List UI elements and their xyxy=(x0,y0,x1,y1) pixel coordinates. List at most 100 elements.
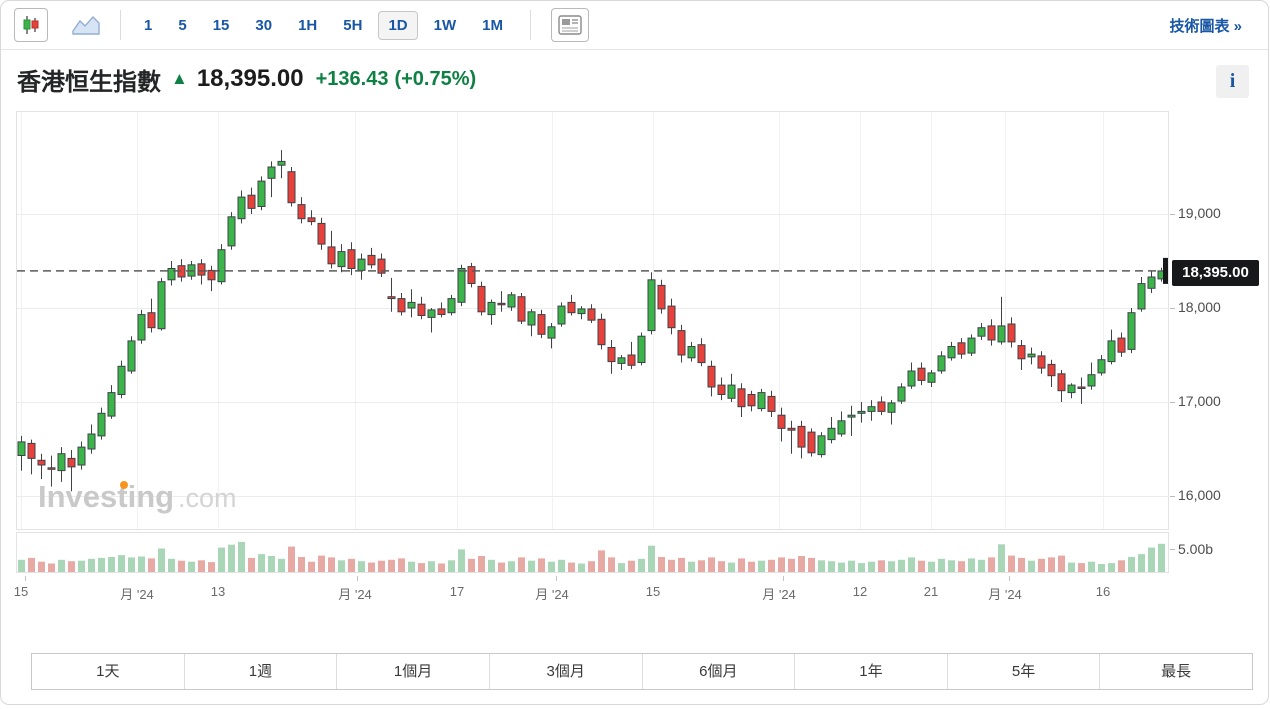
volume-bar xyxy=(658,557,665,572)
area-chart-icon xyxy=(72,15,100,35)
price-change-percent: (+0.75%) xyxy=(394,67,477,90)
candlestick xyxy=(407,289,416,318)
candlestick xyxy=(857,402,866,423)
candlestick xyxy=(997,296,1006,345)
x-axis-tick xyxy=(357,576,358,581)
period-button-1天[interactable]: 1天 xyxy=(32,654,185,689)
candlestick xyxy=(817,432,826,458)
price-pane[interactable]: Investing .com xyxy=(16,111,1169,530)
candlestick xyxy=(797,420,806,459)
candlestick xyxy=(807,428,816,457)
volume-bar xyxy=(238,541,245,572)
candlestick xyxy=(1027,347,1036,365)
volume-bar xyxy=(918,560,925,572)
candlestick xyxy=(1087,362,1096,390)
news-panel-icon xyxy=(558,15,582,35)
candlestick xyxy=(887,400,896,425)
volume-bar xyxy=(958,561,965,572)
volume-bar xyxy=(548,561,555,572)
area-chart-button[interactable] xyxy=(66,8,106,42)
candlestick xyxy=(277,150,286,179)
volume-bar xyxy=(1088,561,1095,572)
last-price: 18,395.00 xyxy=(196,65,304,92)
y-axis-tick xyxy=(1170,496,1175,497)
period-button-3個月[interactable]: 3個月 xyxy=(489,654,643,689)
candlestick xyxy=(1007,317,1016,348)
period-button-6個月[interactable]: 6個月 xyxy=(642,654,796,689)
interval-button-5[interactable]: 5 xyxy=(178,16,187,34)
volume-bar xyxy=(938,558,945,572)
candlestick xyxy=(987,319,996,346)
candlestick xyxy=(1017,339,1026,371)
volume-bar xyxy=(858,563,865,572)
volume-bar xyxy=(348,558,355,572)
candlestick xyxy=(197,259,206,285)
volume-bar xyxy=(868,561,875,572)
volume-bar xyxy=(108,557,115,572)
x-axis-label: 15 xyxy=(13,584,29,599)
interval-button-1M[interactable]: 1M xyxy=(482,16,503,34)
candlestick xyxy=(207,265,216,292)
volume-bar xyxy=(78,560,85,572)
volume-bar xyxy=(18,559,25,572)
info-icon[interactable]: i xyxy=(1216,65,1249,98)
interval-button-30[interactable]: 30 xyxy=(255,16,273,34)
candlestick xyxy=(417,296,426,320)
volume-bar xyxy=(358,561,365,572)
candlestick-chart-button[interactable] xyxy=(14,8,48,42)
volume-bar xyxy=(688,561,695,572)
candlestick xyxy=(567,294,576,316)
volume-bar xyxy=(258,554,265,572)
candlestick xyxy=(157,277,166,331)
volume-bar xyxy=(208,562,215,572)
technical-chart-link[interactable]: 技術圖表 » xyxy=(1169,17,1242,35)
candlestick xyxy=(607,339,616,374)
candlestick xyxy=(487,299,496,325)
candlestick xyxy=(1077,377,1086,404)
period-button-最長[interactable]: 最長 xyxy=(1100,654,1252,689)
volume-bar xyxy=(638,558,645,572)
volume-pane[interactable] xyxy=(16,532,1169,573)
y-axis-tick xyxy=(1170,402,1175,403)
volume-bar xyxy=(148,558,155,572)
period-button-1個月[interactable]: 1個月 xyxy=(337,654,490,689)
period-button-5年[interactable]: 5年 xyxy=(947,654,1101,689)
volume-bar xyxy=(588,561,595,572)
candlestick xyxy=(367,247,376,269)
interval-button-1H[interactable]: 1H xyxy=(298,16,318,34)
candlestick xyxy=(847,405,856,436)
x-axis-label: 13 xyxy=(210,584,226,599)
volume-bar xyxy=(1048,557,1055,572)
volume-bar xyxy=(668,559,675,572)
interval-button-15[interactable]: 15 xyxy=(212,16,230,34)
interval-button-5H[interactable]: 5H xyxy=(343,16,363,34)
volume-bar xyxy=(268,556,275,572)
volume-bar xyxy=(1058,555,1065,572)
x-axis-label: 16 xyxy=(1095,584,1111,599)
volume-bar xyxy=(838,562,845,572)
candlestick xyxy=(327,230,336,269)
interval-button-1D[interactable]: 1D xyxy=(378,10,418,40)
candlestick xyxy=(467,262,476,288)
volume-bar xyxy=(738,558,745,572)
candlestick xyxy=(577,306,586,320)
volume-bar xyxy=(708,557,715,572)
volume-bar xyxy=(58,559,65,572)
period-button-1年[interactable]: 1年 xyxy=(795,654,948,689)
interval-button-1W[interactable]: 1W xyxy=(433,16,457,34)
volume-bar xyxy=(418,563,425,572)
volume-bar xyxy=(168,558,175,572)
volume-bar xyxy=(848,560,855,572)
volume-bar xyxy=(1158,543,1165,572)
volume-bar xyxy=(88,558,95,572)
candlestick xyxy=(1097,355,1106,376)
candlestick xyxy=(17,435,26,471)
candlestick xyxy=(827,417,836,444)
interval-button-1[interactable]: 1 xyxy=(144,16,153,34)
period-button-1週[interactable]: 1週 xyxy=(184,654,338,689)
chart-news-button[interactable] xyxy=(550,8,589,42)
x-axis-label: 21 xyxy=(923,584,939,599)
volume-bar xyxy=(1098,564,1105,572)
price-change: +136.43 xyxy=(315,67,389,90)
candlestick xyxy=(877,396,886,416)
